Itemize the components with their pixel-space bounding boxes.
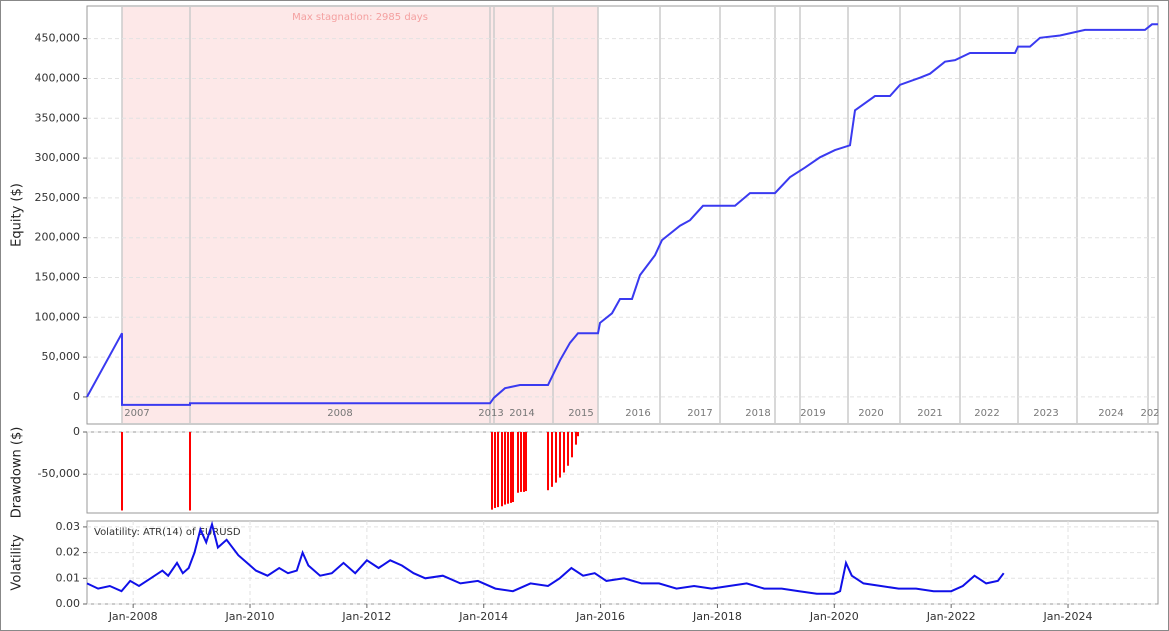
y-tick-label: 150,000 <box>35 271 81 284</box>
bar <box>559 432 561 478</box>
y-tick-label: 300,000 <box>35 151 81 164</box>
bar <box>189 432 191 511</box>
y-tick-label: 0.02 <box>56 546 81 559</box>
x-tick-label: Jan-2024 <box>1043 610 1093 623</box>
bar <box>525 432 527 492</box>
y-tick-label: 0.00 <box>56 597 81 610</box>
x-tick-label: 2015 <box>568 408 593 419</box>
x-tick-label: 2019 <box>800 408 825 419</box>
y-tick-label: 0.03 <box>56 520 81 533</box>
x-tick-label: 2017 <box>687 408 712 419</box>
y-tick-label: 350,000 <box>35 111 81 124</box>
bar <box>517 432 519 493</box>
x-tick-label: 2008 <box>327 408 352 419</box>
y-tick-label: 0 <box>73 425 80 438</box>
x-tick-label: 2007 <box>124 408 149 419</box>
bar <box>575 432 577 445</box>
bar <box>510 432 512 503</box>
x-tick-label: 2013 <box>478 408 503 419</box>
x-tick-label: 2018 <box>745 408 770 419</box>
bar <box>501 432 503 507</box>
y-axis-label: Equity ($) <box>10 183 25 247</box>
bar <box>547 432 549 491</box>
y-tick-label: 250,000 <box>35 191 81 204</box>
plot-area <box>86 520 1159 605</box>
bar <box>563 432 565 473</box>
x-tick-label: 202 <box>1140 408 1159 419</box>
y-tick-label: 50,000 <box>42 350 81 363</box>
x-tick-label: Jan-2020 <box>809 610 859 623</box>
x-tick-label: 2016 <box>625 408 650 419</box>
x-tick-label: 2022 <box>974 408 999 419</box>
y-tick-label: 0 <box>73 390 80 403</box>
x-tick-label: Jan-2012 <box>341 610 391 623</box>
series-line <box>86 23 1158 406</box>
x-tick-label: Jan-2018 <box>692 610 742 623</box>
y-tick-label: 450,000 <box>35 32 81 45</box>
stagnation-label: Max stagnation: 2985 days <box>292 12 428 23</box>
bar <box>551 432 553 487</box>
annotation: Volatility: ATR(14) of EURUSD <box>94 527 241 538</box>
bar <box>494 432 496 508</box>
bar <box>523 432 525 492</box>
x-tick-label: Jan-2014 <box>458 610 508 623</box>
bar <box>491 432 493 510</box>
stagnation-band <box>122 7 598 423</box>
bar <box>520 432 522 492</box>
y-tick-label: 400,000 <box>35 71 81 84</box>
bar <box>497 432 499 508</box>
y-tick-label: -50,000 <box>38 467 80 480</box>
bar <box>555 432 557 483</box>
y-tick-label: 100,000 <box>35 310 81 323</box>
bar <box>577 432 579 437</box>
x-tick-label: Jan-2022 <box>926 610 976 623</box>
y-axis-label: Drawdown ($) <box>10 427 25 519</box>
x-tick-label: 2020 <box>858 408 883 419</box>
x-tick-label: Jan-2010 <box>225 610 275 623</box>
x-tick-label: Jan-2016 <box>575 610 625 623</box>
bar <box>121 432 123 511</box>
x-tick-label: 2014 <box>509 408 534 419</box>
bar <box>567 432 569 466</box>
y-axis-label: Volatility <box>10 534 25 590</box>
x-tick-label: Jan-2008 <box>108 610 158 623</box>
bar <box>571 432 573 458</box>
bar <box>504 432 506 505</box>
x-tick-label: 2023 <box>1033 408 1058 419</box>
y-tick-label: 0.01 <box>56 571 81 584</box>
x-tick-label: 2021 <box>917 408 942 419</box>
series-line <box>86 520 1005 595</box>
bar <box>507 432 509 504</box>
y-tick-label: 200,000 <box>35 231 81 244</box>
plot-area <box>86 431 1159 514</box>
x-tick-label: 2024 <box>1098 408 1123 419</box>
bar <box>512 432 514 503</box>
